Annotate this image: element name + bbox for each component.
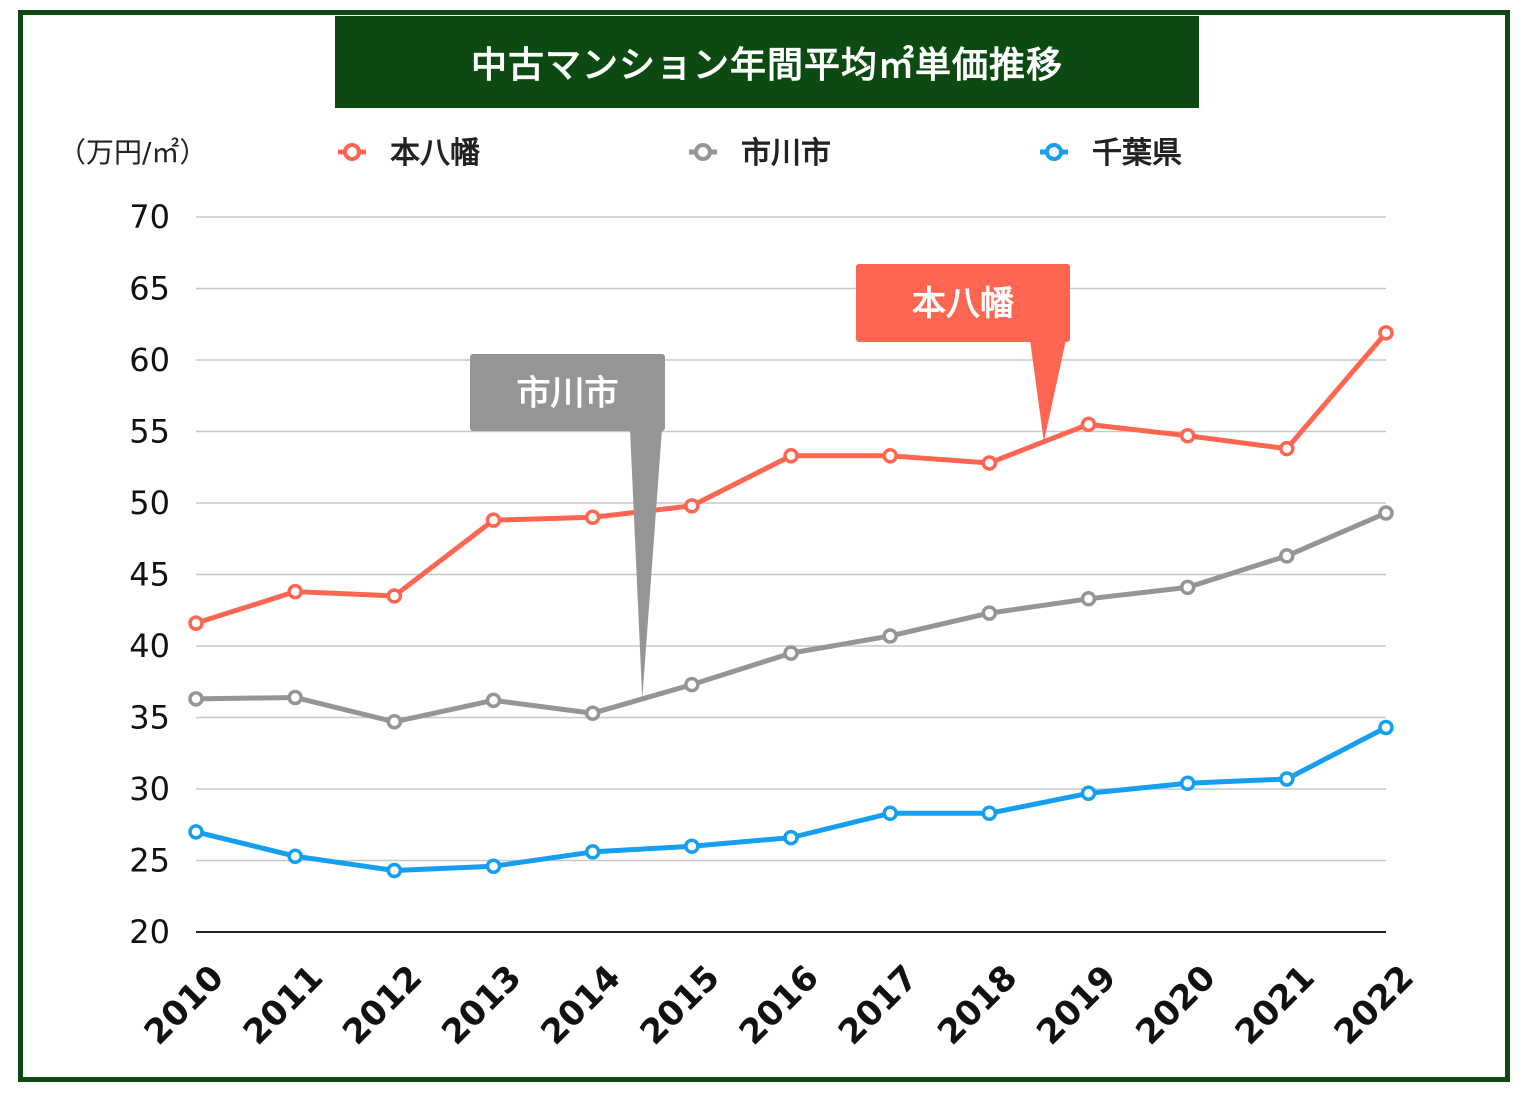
callout-box-1 — [856, 264, 1070, 342]
data-point-2-6 — [783, 829, 799, 846]
data-point-2-2 — [386, 862, 403, 879]
y-tick-35: 35 — [129, 699, 170, 737]
y-tick-40: 40 — [129, 627, 170, 665]
data-point-2-7 — [882, 805, 898, 822]
x-axis-ticks: 2010 2011 2012 2013 2014 2015 2016 2017 2018 2019… — [137, 958, 1422, 1053]
data-point-0-6 — [783, 448, 799, 464]
x-tick-2018: 2018 — [930, 958, 1025, 1053]
x-tick-2016: 2016 — [732, 958, 827, 1053]
legend-marker-2 — [1045, 143, 1063, 161]
data-point-1-2 — [386, 714, 403, 730]
data-point-2-0 — [188, 824, 204, 840]
data-point-0-0 — [188, 615, 204, 631]
data-point-0-4 — [584, 509, 601, 526]
y-tick-45: 45 — [129, 556, 170, 594]
data-point-1-0 — [188, 691, 204, 707]
data-point-0-3 — [485, 512, 502, 528]
data-point-0-7 — [882, 448, 898, 464]
x-tick-2011: 2011 — [236, 958, 331, 1053]
data-point-0-11 — [1279, 440, 1295, 457]
data-point-2-1 — [287, 848, 303, 864]
data-point-0-12 — [1378, 325, 1394, 341]
x-tick-2012: 2012 — [335, 958, 430, 1053]
x-tick-2019: 2019 — [1029, 958, 1124, 1053]
callout-box-0 — [470, 354, 665, 431]
x-tick-2022: 2022 — [1327, 958, 1422, 1053]
x-tick-2015: 2015 — [633, 958, 728, 1053]
legend-marker-0 — [343, 143, 361, 161]
chart-title: 中古マンション年間平均㎡単価推移 — [335, 16, 1199, 108]
legend-label-1: 市川市 — [741, 136, 831, 171]
legend: 本八幡 市川市 千葉県 — [338, 136, 1182, 171]
data-point-1-3 — [485, 692, 502, 709]
data-point-1-12 — [1378, 505, 1394, 521]
y-axis-unit-label: （万円/㎡） — [58, 136, 207, 169]
callout-label-1: 本八幡 — [912, 284, 1015, 324]
series-line-2 — [195, 725, 1388, 874]
chart-frame — [18, 10, 1510, 1082]
data-point-0-9 — [1080, 416, 1097, 433]
gridlines — [196, 216, 1386, 933]
data-point-1-10 — [1179, 579, 1196, 596]
y-tick-30: 30 — [129, 770, 170, 808]
callout-label-0: 市川市 — [517, 374, 619, 414]
legend-marker-1 — [694, 143, 712, 161]
data-point-1-4 — [584, 705, 601, 721]
data-point-0-5 — [684, 498, 700, 514]
data-point-2-12 — [1378, 719, 1394, 736]
y-tick-70: 70 — [129, 198, 170, 236]
data-point-2-8 — [981, 805, 998, 822]
data-point-0-10 — [1179, 428, 1196, 444]
callout-pointer-0 — [630, 429, 662, 699]
data-point-1-8 — [981, 605, 998, 621]
series-line-1 — [195, 510, 1387, 725]
x-tick-2021: 2021 — [1228, 958, 1323, 1053]
data-point-2-11 — [1279, 771, 1295, 787]
data-point-2-5 — [684, 838, 700, 854]
callouts: 市川市 本八幡 — [470, 264, 1070, 699]
y-tick-25: 25 — [129, 842, 170, 880]
x-tick-2014: 2014 — [533, 958, 628, 1053]
legend-label-2: 千葉県 — [1092, 136, 1182, 171]
data-point-2-3 — [485, 858, 502, 874]
data-point-1-11 — [1279, 548, 1295, 564]
y-axis-ticks: 20 25 30 35 40 45 50 55 60 65 70 — [129, 198, 170, 951]
x-tick-2010: 2010 — [137, 958, 232, 1053]
y-tick-65: 65 — [129, 270, 170, 308]
data-point-1-9 — [1080, 591, 1097, 607]
series-lines — [188, 325, 1394, 879]
data-point-2-9 — [1080, 785, 1097, 802]
data-point-0-2 — [386, 588, 403, 604]
legend-label-0: 本八幡 — [390, 136, 480, 171]
x-tick-2020: 2020 — [1128, 958, 1223, 1053]
data-point-1-5 — [684, 676, 700, 693]
data-point-0-1 — [287, 583, 303, 600]
data-point-1-7 — [882, 628, 898, 644]
data-point-1-1 — [287, 689, 303, 706]
y-tick-20: 20 — [129, 913, 170, 951]
y-tick-60: 60 — [129, 341, 170, 379]
callout-pointer-1 — [1030, 340, 1066, 442]
y-tick-55: 55 — [129, 413, 170, 451]
x-tick-2013: 2013 — [434, 958, 529, 1053]
x-tick-2017: 2017 — [831, 958, 926, 1053]
data-point-2-4 — [584, 844, 601, 860]
data-point-0-8 — [981, 455, 998, 471]
y-tick-50: 50 — [129, 484, 170, 522]
data-point-2-10 — [1179, 775, 1196, 792]
data-point-1-6 — [783, 645, 799, 661]
